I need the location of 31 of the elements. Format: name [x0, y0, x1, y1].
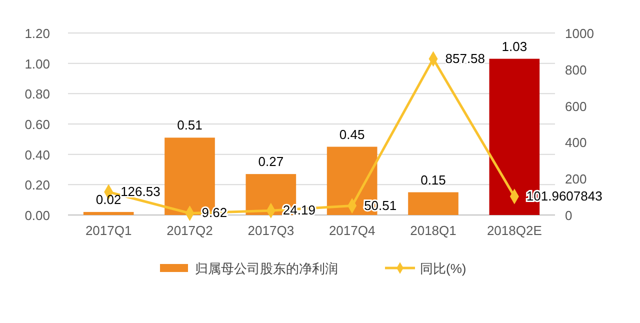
y2-tick-label: 200 [565, 172, 587, 187]
data-label: 0.27 [258, 154, 284, 170]
y2-tick-label: 400 [565, 135, 587, 150]
y-tick-label: 0.00 [24, 208, 50, 223]
legend-label: 同比(%) [420, 261, 466, 276]
y2-tick-label: 800 [565, 62, 587, 78]
y-tick-label: 0.80 [24, 86, 50, 102]
x-tick-label: 2017Q4 [328, 223, 376, 238]
bar [83, 212, 134, 215]
x-tick-label: 2018Q2E [486, 223, 542, 238]
y-tick-label: 1.00 [24, 56, 50, 72]
x-tick-label: 2017Q1 [85, 223, 132, 238]
y2-tick-label: 1000 [565, 26, 594, 41]
y-tick-label: 1.20 [24, 26, 50, 41]
data-label: 0.45 [339, 126, 365, 142]
x-tick-label: 2017Q2 [166, 223, 213, 238]
y-tick-label: 0.40 [24, 147, 50, 162]
data-label: 857.58 [445, 50, 486, 66]
data-label: 0.51 [177, 118, 202, 133]
y-tick-label: 0.20 [24, 178, 50, 193]
data-label: 126.53 [120, 184, 160, 199]
legend-label: 归属母公司股东的净利润 [195, 261, 338, 276]
data-label: 1.03 [502, 38, 528, 54]
bar [408, 192, 458, 215]
data-label: 0.15 [420, 172, 446, 188]
y-tick-label: 0.60 [24, 117, 50, 132]
y2-tick-label: 600 [565, 98, 587, 114]
x-tick-label: 2018Q1 [410, 223, 456, 238]
data-label: 0.02 [96, 192, 122, 207]
y2-tick-label: 0 [565, 208, 572, 223]
x-tick-label: 2017Q3 [248, 223, 294, 238]
